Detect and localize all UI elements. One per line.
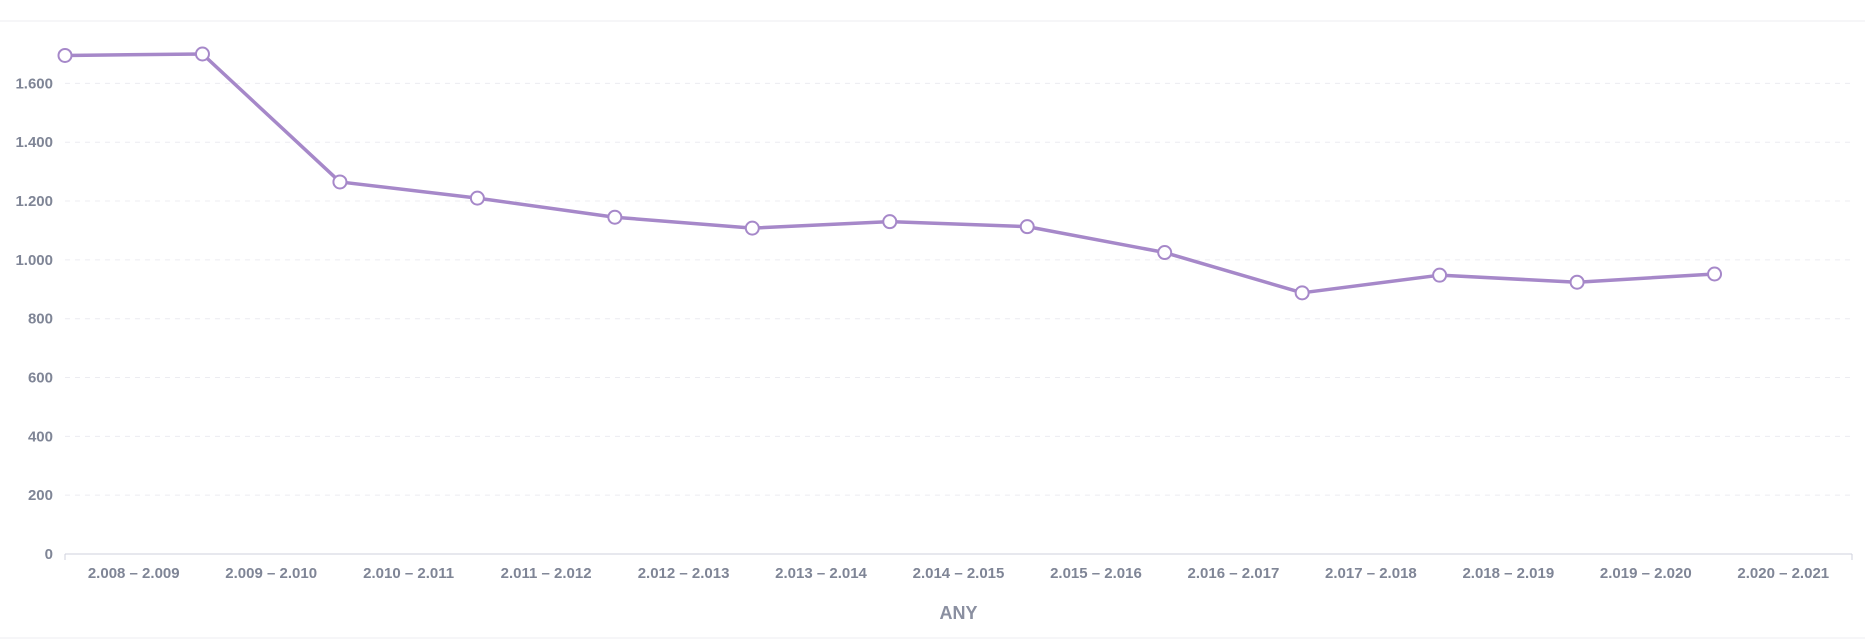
- data-point[interactable]: [744, 220, 760, 236]
- data-point[interactable]: [1707, 266, 1723, 282]
- x-tick-label: 2.015 – 2.016: [1050, 565, 1142, 582]
- data-point[interactable]: [1157, 245, 1173, 261]
- y-tick-label: 1.200: [15, 193, 53, 210]
- y-tick-label: 1.600: [15, 75, 53, 92]
- x-tick-label: 2.014 – 2.015: [913, 565, 1005, 582]
- data-point[interactable]: [469, 190, 485, 206]
- y-tick-label: 200: [28, 487, 53, 504]
- y-tick-label: 600: [28, 370, 53, 387]
- data-point[interactable]: [332, 174, 348, 190]
- x-tick-label: 2.011 – 2.012: [501, 565, 592, 582]
- data-point[interactable]: [1019, 219, 1035, 235]
- x-tick-label: 2.009 – 2.010: [225, 565, 317, 582]
- series-layer: [57, 46, 1723, 301]
- y-axis-labels: 0 200 400 600 800 1.000 1.200 1.400 1.600: [15, 75, 53, 563]
- y-tick-label: 400: [28, 428, 53, 445]
- x-tick-label: 2.020 – 2.021: [1737, 565, 1829, 582]
- data-point[interactable]: [1294, 285, 1310, 301]
- x-tick-label: 2.019 – 2.020: [1600, 565, 1692, 582]
- x-tick-label: 2.017 – 2.018: [1325, 565, 1417, 582]
- data-point[interactable]: [57, 47, 73, 63]
- grid-lines: [65, 82, 1852, 496]
- x-axis-ticks: [64, 554, 1853, 560]
- data-point[interactable]: [1569, 274, 1585, 290]
- data-point[interactable]: [1432, 267, 1448, 283]
- y-tick-label: 800: [28, 311, 53, 328]
- data-point[interactable]: [607, 209, 623, 225]
- x-tick-label: 2.012 – 2.013: [638, 565, 730, 582]
- x-tick-label: 2.010 – 2.011: [363, 565, 454, 582]
- data-point[interactable]: [882, 214, 898, 230]
- y-tick-label: 0: [45, 546, 53, 563]
- x-tick-label: 2.013 – 2.014: [775, 565, 867, 582]
- x-axis-labels: 2.008 – 2.009 2.009 – 2.010 2.010 – 2.011 2…: [88, 565, 1829, 582]
- x-tick-label: 2.008 – 2.009: [88, 565, 180, 582]
- data-point[interactable]: [194, 46, 210, 62]
- y-tick-label: 1.000: [15, 252, 53, 269]
- y-tick-label: 1.400: [15, 134, 53, 151]
- series-line: [63, 52, 1717, 295]
- x-tick-label: 2.018 – 2.019: [1462, 565, 1554, 582]
- x-tick-label: 2.016 – 2.017: [1188, 565, 1280, 582]
- x-axis-title: ANY: [939, 603, 977, 623]
